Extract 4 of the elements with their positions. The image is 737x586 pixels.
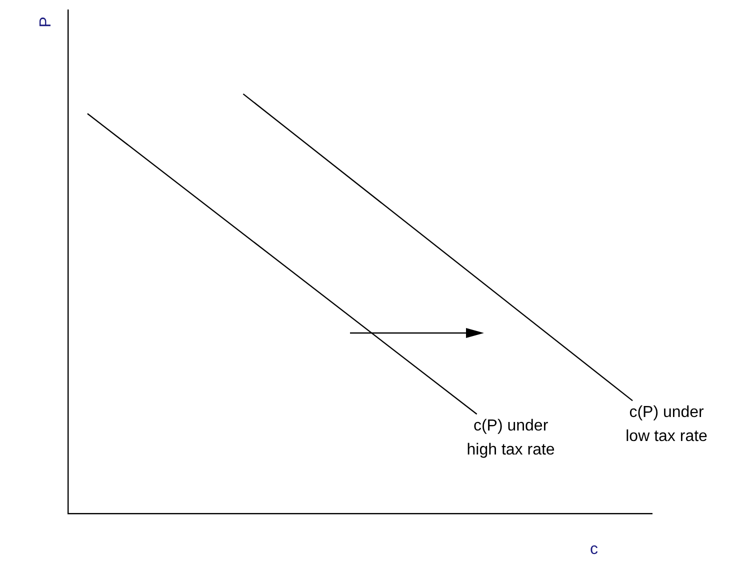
series-label: c(P) under low tax rate — [626, 404, 708, 446]
y-axis-title: P — [37, 16, 54, 28]
series-label: c(P) under high tax rate — [466, 418, 555, 459]
x-axis-title: c — [590, 541, 598, 558]
